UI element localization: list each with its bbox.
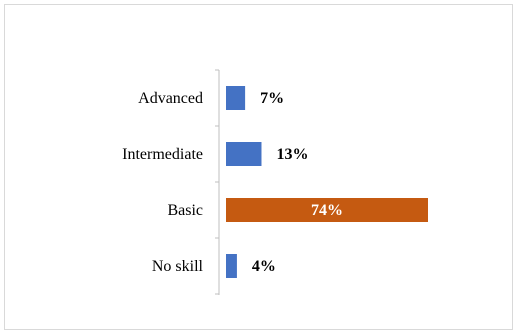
value-label-basic: 74% xyxy=(311,202,343,219)
value-labels-group: 7% 13% 74% 4% xyxy=(252,90,343,275)
value-label-intermediate: 13% xyxy=(276,146,308,163)
bar-basic xyxy=(226,198,428,222)
category-label-no-skill: No skill xyxy=(152,258,204,275)
value-label-no-skill: 4% xyxy=(252,258,276,275)
category-labels-group: Advanced Intermediate Basic No skill xyxy=(122,90,203,275)
category-label-advanced: Advanced xyxy=(138,90,203,107)
bars-group xyxy=(226,86,428,278)
bar-intermediate xyxy=(226,142,262,166)
bar-advanced xyxy=(226,86,246,110)
category-label-intermediate: Intermediate xyxy=(122,146,203,163)
category-label-basic: Basic xyxy=(167,202,203,219)
chart-frame xyxy=(4,4,513,330)
bar-no-skill xyxy=(226,254,237,278)
value-label-advanced: 7% xyxy=(260,90,284,107)
